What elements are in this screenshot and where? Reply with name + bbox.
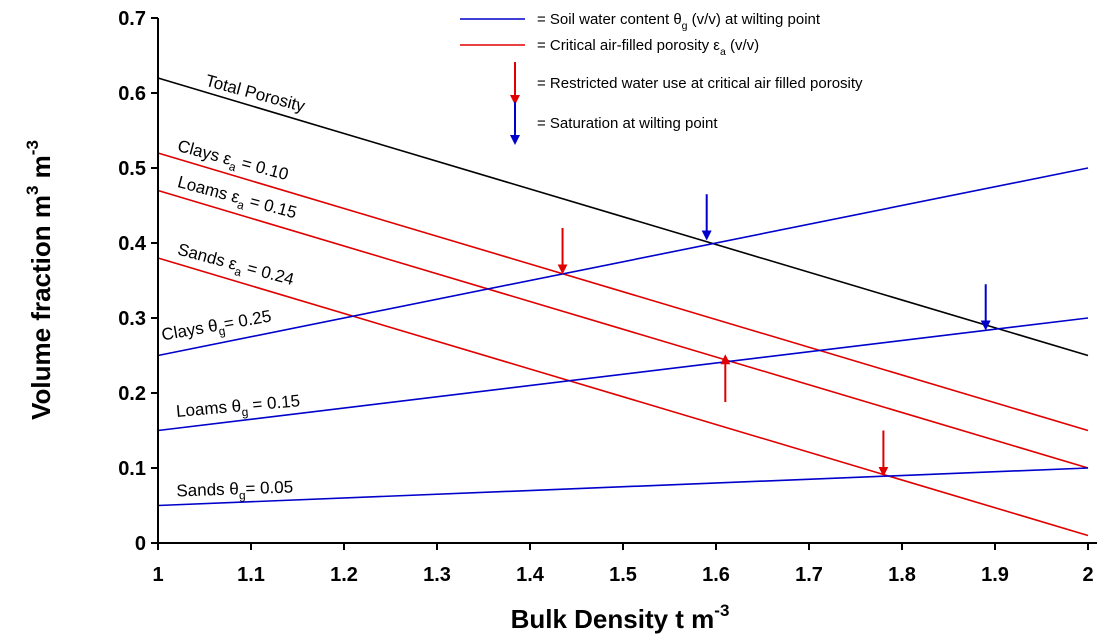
x-axis-ticks: 1 1.1 1.2 1.3 1.4 1.5 1.6 1.7 1.8 1.9 2 xyxy=(152,543,1094,586)
x-tick-label: 1.8 xyxy=(888,564,916,586)
label-tail: = 0.10 xyxy=(235,152,291,184)
legend-entry-1: = Critical air-filled porosity εa (v/v) xyxy=(460,37,759,58)
label-tail: = 0.15 xyxy=(243,190,299,222)
x-axis-title-superscript: -3 xyxy=(714,601,729,620)
line-label-5: Loams θg = 0.15 xyxy=(175,391,301,425)
series-line-6 xyxy=(157,467,1089,507)
label-subscript: g xyxy=(239,488,246,502)
series-line-0 xyxy=(157,77,1089,357)
y-axis-title-superscript-2: -3 xyxy=(23,140,42,155)
y-axis-title: Volume fraction m3 m-3 xyxy=(23,140,56,420)
line-label-4: Clays θg= 0.25 xyxy=(160,306,273,348)
y-tick-label: 0.3 xyxy=(118,308,146,330)
legend-entry-2: = Restricted water use at critical air f… xyxy=(510,62,863,105)
legend-text: = Soil water content θg (v/v) at wilting… xyxy=(537,11,821,32)
label-main: Clays ε xyxy=(176,136,234,169)
series-layer xyxy=(157,77,1089,537)
label-main: = Saturation at wilting point xyxy=(537,115,718,132)
x-tick-label: 1.4 xyxy=(516,564,545,586)
label-main: Loams θ xyxy=(175,396,242,421)
legend-text: = Saturation at wilting point xyxy=(537,115,718,132)
x-tick-label: 1.2 xyxy=(330,564,358,586)
y-axis-title-text: Volume fraction m xyxy=(26,195,56,420)
x-axis-title-text: Bulk Density t m xyxy=(511,604,715,634)
label-main: = Critical air-filled porosity ε xyxy=(537,37,720,54)
x-tick-label: 1.6 xyxy=(702,564,730,586)
x-tick-label: 1.3 xyxy=(423,564,451,586)
y-axis-title-middle: m xyxy=(26,155,56,185)
legend-entry-3: = Saturation at wilting point xyxy=(510,102,718,145)
label-subscript: a xyxy=(233,264,243,279)
label-subscript: a xyxy=(236,197,246,212)
y-axis-title-superscript-1: 3 xyxy=(23,186,42,195)
y-tick-label: 0.2 xyxy=(118,383,146,405)
label-main: = Soil water content θ xyxy=(537,11,682,28)
y-tick-label: 0.1 xyxy=(118,458,146,480)
arrow-layer xyxy=(557,194,991,477)
x-tick-label: 1.7 xyxy=(795,564,823,586)
x-tick-label: 2 xyxy=(1082,564,1093,586)
x-tick-label: 1.1 xyxy=(237,564,265,586)
y-tick-label: 0.6 xyxy=(118,83,146,105)
legend-entry-0: = Soil water content θg (v/v) at wilting… xyxy=(460,11,821,32)
series-line-3 xyxy=(157,257,1089,537)
label-subscript: a xyxy=(227,159,237,174)
label-tail: = 0.15 xyxy=(247,391,301,415)
series-line-5 xyxy=(157,317,1089,432)
legend: = Soil water content θg (v/v) at wilting… xyxy=(460,11,863,145)
x-tick-label: 1.5 xyxy=(609,564,637,586)
line-label-3: Sands εa = 0.24 xyxy=(175,240,296,293)
label-main: Sands ε xyxy=(176,240,240,274)
label-main: = Restricted water use at critical air f… xyxy=(537,75,863,92)
label-tail: (v/v) at wilting point xyxy=(688,11,821,28)
label-tail: = 0.05 xyxy=(245,477,293,498)
label-subscript: g xyxy=(241,405,249,420)
line-label-0: Total Porosity xyxy=(203,71,307,116)
series-line-1 xyxy=(157,152,1089,432)
label-main: Total Porosity xyxy=(203,71,307,116)
x-axis-title: Bulk Density t m-3 xyxy=(511,601,730,634)
label-subscript: a xyxy=(720,46,726,58)
legend-text: = Restricted water use at critical air f… xyxy=(537,75,863,92)
y-axis-ticks: 0 0.1 0.2 0.3 0.4 0.5 0.6 0.7 xyxy=(118,8,158,555)
label-tail: (v/v) xyxy=(726,37,759,54)
label-tail: = 0.25 xyxy=(222,306,272,333)
label-main: Loams ε xyxy=(176,172,242,207)
y-tick-label: 0.5 xyxy=(118,158,146,180)
label-subscript: g xyxy=(217,324,226,339)
label-main: Sands θ xyxy=(176,479,239,500)
y-tick-label: 0 xyxy=(135,533,146,555)
x-tick-label: 1 xyxy=(152,564,163,586)
series-line-4 xyxy=(157,167,1089,357)
series-line-2 xyxy=(157,189,1089,469)
legend-text: = Critical air-filled porosity εa (v/v) xyxy=(537,37,759,58)
y-tick-label: 0.7 xyxy=(118,8,146,30)
label-main: Clays θ xyxy=(160,316,219,345)
line-label-6: Sands θg= 0.05 xyxy=(176,477,293,504)
x-tick-label: 1.9 xyxy=(981,564,1009,586)
y-tick-label: 0.4 xyxy=(118,233,147,255)
label-subscript: g xyxy=(682,20,688,32)
